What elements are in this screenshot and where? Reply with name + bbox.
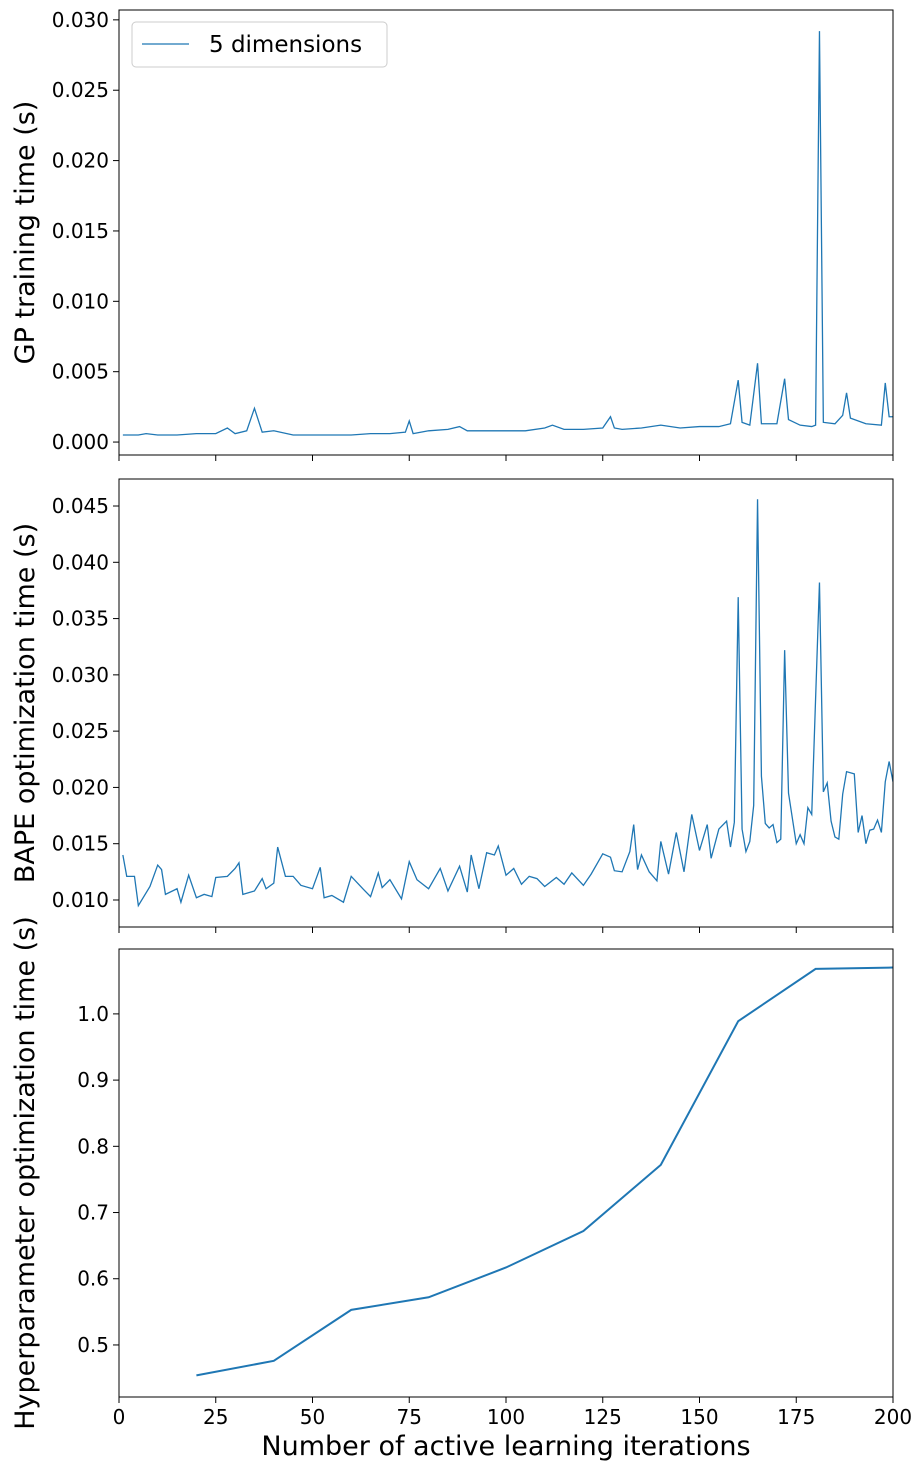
y-tick-label: 0.5 xyxy=(77,1333,109,1357)
x-tick-label: 100 xyxy=(487,1405,525,1429)
y-tick-label: 0.000 xyxy=(52,430,109,454)
y-tick-label: 0.030 xyxy=(52,663,109,687)
y-tick-label: 0.015 xyxy=(52,219,109,243)
x-tick-label: 75 xyxy=(397,1405,422,1429)
y-tick-label: 0.6 xyxy=(77,1267,109,1291)
y-tick-label: 0.9 xyxy=(77,1068,109,1092)
x-tick-label: 175 xyxy=(777,1405,815,1429)
data-line xyxy=(122,499,893,908)
legend-box xyxy=(131,21,388,68)
x-tick-label: 125 xyxy=(584,1405,622,1429)
x-tick-label: 50 xyxy=(300,1405,325,1429)
y-axis-label: GP training time (s) xyxy=(10,101,41,365)
axes-frame xyxy=(118,478,894,928)
y-tick-label: 0.7 xyxy=(77,1201,109,1225)
y-tick-label: 0.015 xyxy=(52,832,109,856)
x-tick-label: 150 xyxy=(680,1405,718,1429)
y-tick-label: 0.005 xyxy=(52,360,109,384)
y-tick-label: 0.025 xyxy=(52,719,109,743)
legend-label: 5 dimensions xyxy=(209,32,362,58)
axes-frame xyxy=(118,948,894,1398)
y-axis-label: Hyperparameter optimization time (s) xyxy=(10,916,41,1430)
x-tick-label: 0 xyxy=(113,1405,126,1429)
x-axis-label: Number of active learning iterations xyxy=(261,1431,750,1462)
y-axis-label: BAPE optimization time (s) xyxy=(10,523,41,883)
y-tick-label: 0.010 xyxy=(52,289,109,313)
y-tick-label: 0.020 xyxy=(52,149,109,173)
y-tick-label: 1.0 xyxy=(77,1002,109,1026)
data-line xyxy=(122,31,893,436)
x-tick-label: 25 xyxy=(203,1405,228,1429)
y-tick-label: 0.025 xyxy=(52,78,109,102)
y-tick-label: 0.020 xyxy=(52,775,109,799)
data-line xyxy=(196,966,893,1377)
axes-frame xyxy=(118,9,894,456)
y-tick-label: 0.040 xyxy=(52,550,109,574)
y-tick-label: 0.045 xyxy=(52,494,109,518)
y-tick-label: 0.8 xyxy=(77,1134,109,1158)
y-tick-label: 0.035 xyxy=(52,607,109,631)
y-tick-label: 0.030 xyxy=(52,8,109,32)
x-tick-label: 200 xyxy=(874,1405,912,1429)
y-tick-label: 0.010 xyxy=(52,888,109,912)
